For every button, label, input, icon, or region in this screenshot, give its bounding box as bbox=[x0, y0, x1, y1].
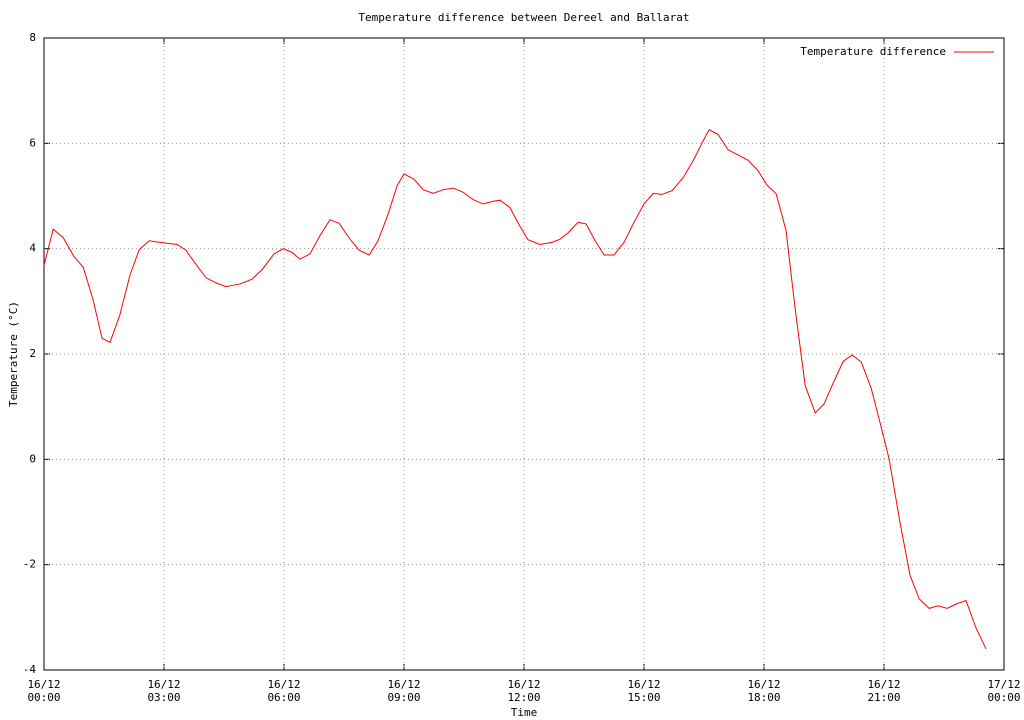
chart-title: Temperature difference between Dereel an… bbox=[358, 11, 689, 24]
legend-label: Temperature difference bbox=[800, 45, 946, 58]
y-tick-label: 4 bbox=[29, 242, 36, 255]
x-tick-label: 16/12 06:00 bbox=[267, 678, 301, 704]
y-tick-label: -4 bbox=[23, 663, 37, 676]
y-tick-label: -2 bbox=[23, 558, 36, 571]
y-tick-label: 8 bbox=[29, 31, 36, 44]
x-tick-label: 16/12 15:00 bbox=[627, 678, 661, 704]
x-tick-label: 16/12 21:00 bbox=[867, 678, 901, 704]
y-tick-label: 2 bbox=[29, 347, 36, 360]
x-axis-label: Time bbox=[511, 706, 538, 719]
x-tick-label: 16/12 18:00 bbox=[747, 678, 781, 704]
data-line bbox=[43, 128, 987, 650]
plot-frame bbox=[43, 37, 1005, 671]
x-tick-label: 16/12 00:00 bbox=[27, 678, 61, 704]
x-tick-label: 16/12 03:00 bbox=[147, 678, 181, 704]
y-tick-label: 6 bbox=[29, 136, 36, 149]
y-tick-label: 0 bbox=[29, 452, 36, 465]
x-tick-label: 16/12 09:00 bbox=[387, 678, 421, 704]
y-axis-label: Temperature (°C) bbox=[7, 301, 20, 407]
x-tick-label: 17/12 00:00 bbox=[987, 678, 1021, 704]
x-tick-label: 16/12 12:00 bbox=[507, 678, 541, 704]
